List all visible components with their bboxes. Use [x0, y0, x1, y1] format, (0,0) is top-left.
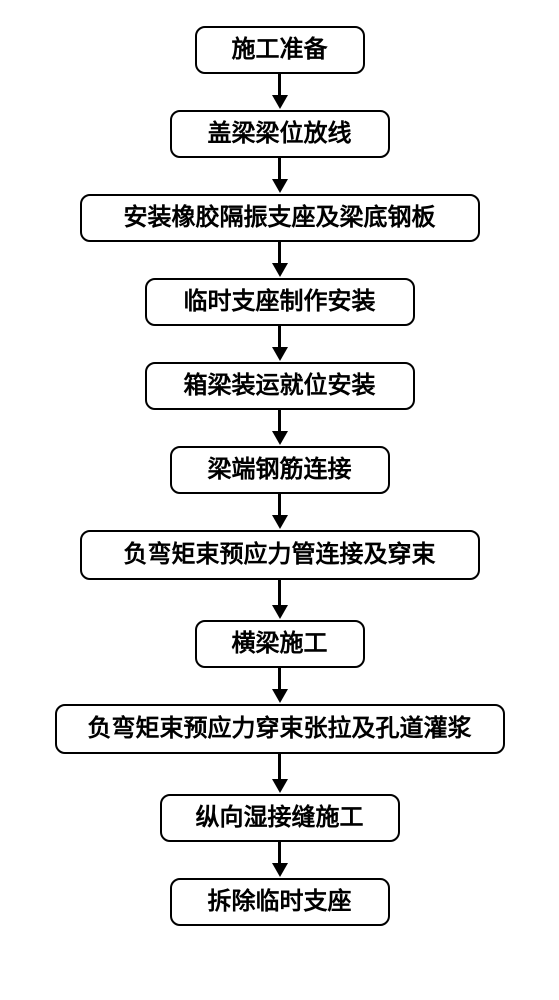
- flow-arrow-8: [272, 754, 288, 794]
- flow-node-9: 纵向湿接缝施工: [160, 794, 400, 842]
- flow-node-label: 横梁施工: [232, 631, 328, 657]
- flow-arrow-3: [272, 326, 288, 362]
- flow-node-label: 盖梁梁位放线: [208, 121, 352, 147]
- arrow-shaft: [278, 158, 281, 180]
- arrow-shaft: [278, 494, 281, 516]
- arrow-shaft: [278, 410, 281, 432]
- arrow-shaft: [278, 326, 281, 348]
- flow-arrow-2: [272, 242, 288, 278]
- arrow-shaft: [278, 580, 281, 606]
- flow-node-7: 横梁施工: [195, 620, 365, 668]
- arrow-shaft: [278, 74, 281, 96]
- flow-arrow-5: [272, 494, 288, 530]
- flow-node-label: 安装橡胶隔振支座及梁底钢板: [124, 205, 436, 231]
- flow-node-label: 施工准备: [232, 37, 328, 63]
- flow-node-4: 箱梁装运就位安装: [145, 362, 415, 410]
- flow-node-label: 拆除临时支座: [208, 889, 352, 915]
- flow-node-label: 箱梁装运就位安装: [184, 373, 376, 399]
- arrow-head-icon: [272, 779, 288, 793]
- arrow-shaft: [278, 242, 281, 264]
- flow-node-label: 负弯矩束预应力管连接及穿束: [124, 542, 436, 568]
- arrow-shaft: [278, 842, 281, 864]
- flow-node-6: 负弯矩束预应力管连接及穿束: [80, 530, 480, 580]
- flow-node-0: 施工准备: [195, 26, 365, 74]
- flow-node-2: 安装橡胶隔振支座及梁底钢板: [80, 194, 480, 242]
- flowchart-container: 施工准备盖梁梁位放线安装橡胶隔振支座及梁底钢板临时支座制作安装箱梁装运就位安装梁…: [0, 0, 559, 926]
- arrow-head-icon: [272, 347, 288, 361]
- arrow-head-icon: [272, 95, 288, 109]
- flow-node-3: 临时支座制作安装: [145, 278, 415, 326]
- arrow-head-icon: [272, 263, 288, 277]
- arrow-head-icon: [272, 689, 288, 703]
- arrow-head-icon: [272, 179, 288, 193]
- flow-arrow-6: [272, 580, 288, 620]
- arrow-shaft: [278, 754, 281, 780]
- flow-arrow-4: [272, 410, 288, 446]
- flow-node-label: 负弯矩束预应力穿束张拉及孔道灌浆: [88, 716, 472, 742]
- arrow-head-icon: [272, 431, 288, 445]
- flow-arrow-9: [272, 842, 288, 878]
- arrow-head-icon: [272, 605, 288, 619]
- arrow-shaft: [278, 668, 281, 690]
- flow-node-10: 拆除临时支座: [170, 878, 390, 926]
- flow-arrow-7: [272, 668, 288, 704]
- flow-node-label: 临时支座制作安装: [184, 289, 376, 315]
- flow-node-label: 纵向湿接缝施工: [196, 805, 364, 831]
- flow-arrow-0: [272, 74, 288, 110]
- arrow-head-icon: [272, 863, 288, 877]
- flow-node-label: 梁端钢筋连接: [208, 457, 352, 483]
- flow-arrow-1: [272, 158, 288, 194]
- arrow-head-icon: [272, 515, 288, 529]
- flow-node-1: 盖梁梁位放线: [170, 110, 390, 158]
- flow-node-8: 负弯矩束预应力穿束张拉及孔道灌浆: [55, 704, 505, 754]
- flow-node-5: 梁端钢筋连接: [170, 446, 390, 494]
